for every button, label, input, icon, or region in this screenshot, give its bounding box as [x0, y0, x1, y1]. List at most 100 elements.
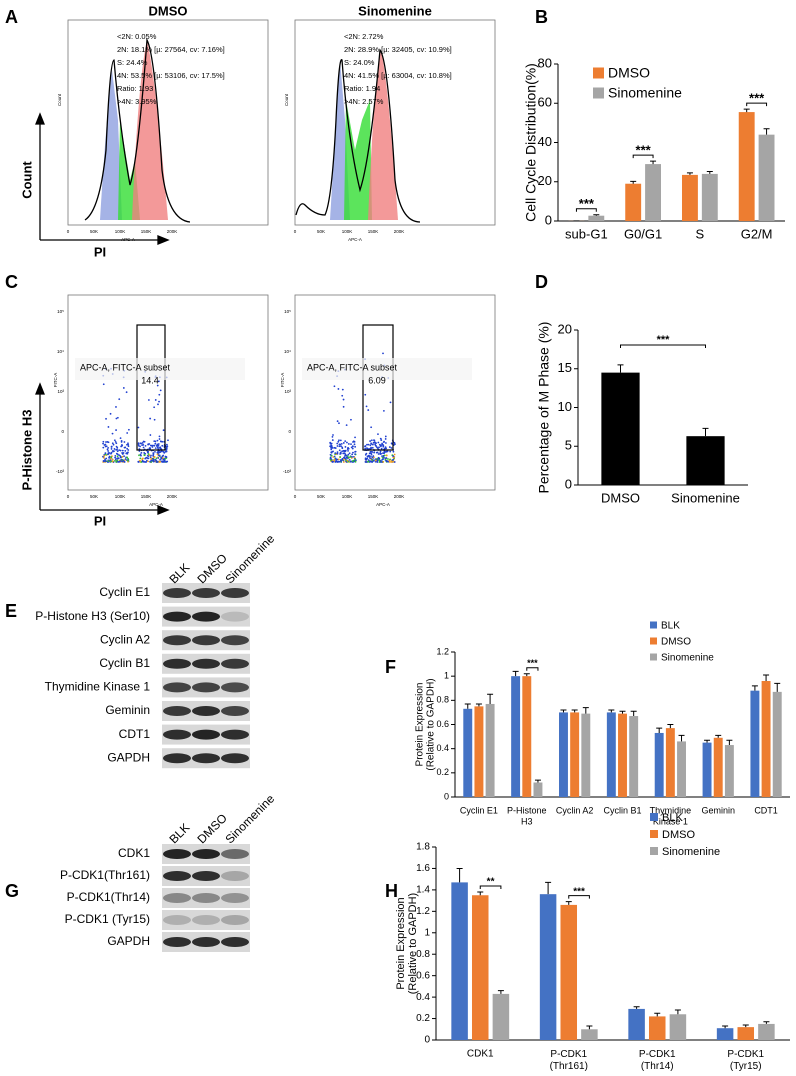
dot	[111, 432, 114, 435]
band	[221, 915, 249, 925]
error-bar	[722, 1025, 729, 1029]
legend-label: BLK	[661, 621, 680, 632]
dot	[151, 446, 154, 448]
dot	[147, 399, 150, 401]
band	[163, 915, 191, 925]
band	[163, 937, 191, 947]
band	[221, 635, 249, 646]
y-axis-label: Protein Expression(Relative to GAPDH)	[414, 678, 436, 770]
axis-title-small: FITC-A	[53, 373, 58, 388]
dot	[165, 460, 168, 463]
dot	[118, 461, 120, 463]
dot	[124, 449, 127, 452]
error-bar	[582, 707, 589, 714]
dot	[330, 445, 333, 447]
dot	[149, 460, 151, 463]
dot	[339, 456, 342, 458]
dot	[153, 440, 156, 443]
dot	[353, 440, 356, 443]
dot	[107, 446, 110, 449]
dot	[110, 446, 113, 448]
dot	[348, 458, 351, 461]
dot	[154, 459, 157, 461]
x-tick-label: 100K	[115, 229, 126, 234]
bar	[492, 993, 510, 1040]
dot	[382, 458, 385, 460]
blots	[162, 583, 250, 952]
dot	[116, 448, 118, 451]
dot	[370, 426, 373, 429]
sig-label: ***	[749, 91, 765, 106]
legend-label: DMSO	[661, 637, 691, 648]
dot	[380, 447, 383, 450]
dot	[115, 461, 118, 463]
dot	[114, 455, 117, 457]
y-tick-label: 0	[61, 429, 64, 434]
dot	[153, 456, 155, 459]
stat-line: S: 24.4%	[117, 58, 148, 67]
x-tick-label: 100K	[115, 494, 126, 499]
y-tick-label: 1.8	[416, 842, 430, 853]
band	[192, 588, 220, 598]
dot	[384, 438, 387, 440]
bar	[686, 436, 725, 485]
legend-swatch	[593, 67, 604, 79]
dot	[342, 405, 345, 408]
dot	[158, 446, 161, 449]
bar	[677, 741, 686, 797]
panel-label: D	[535, 272, 548, 292]
x-tick-label: 0	[294, 229, 297, 234]
bar	[471, 895, 489, 1040]
band	[192, 706, 220, 716]
dot	[392, 450, 395, 453]
dot	[342, 442, 345, 444]
dot	[383, 454, 386, 457]
dot	[126, 459, 129, 462]
dot	[155, 457, 158, 460]
dot	[330, 451, 333, 454]
dot	[369, 440, 372, 442]
y-tick-label: 0.6	[436, 719, 449, 729]
bar	[522, 676, 532, 797]
dot	[347, 449, 349, 452]
dot	[149, 444, 152, 447]
dot	[114, 456, 117, 459]
dot	[154, 447, 157, 450]
dot	[368, 452, 371, 455]
dot	[374, 441, 377, 444]
x-tick-label: 150K	[141, 494, 152, 499]
lane-label: DMSO	[194, 551, 229, 586]
dot	[343, 458, 345, 461]
error-bar	[702, 427, 709, 437]
dot	[137, 426, 140, 429]
dot	[167, 439, 169, 442]
dot	[329, 453, 332, 456]
dot	[111, 460, 114, 463]
dot	[378, 459, 381, 461]
error-bar	[534, 779, 541, 783]
y-tick-label: 0	[565, 476, 572, 491]
dot	[162, 458, 165, 461]
band	[163, 682, 191, 693]
dot	[141, 457, 144, 460]
dot	[109, 412, 112, 415]
dot	[123, 455, 125, 458]
dot	[157, 457, 160, 459]
dot	[381, 442, 384, 445]
dot	[107, 452, 110, 455]
dot	[157, 444, 160, 447]
x-tick-label: P-CDK1 (Thr161)	[550, 1049, 588, 1072]
dot	[126, 432, 129, 434]
bar	[665, 728, 675, 797]
dot	[354, 450, 356, 453]
axis-label: PI	[94, 513, 106, 528]
bar	[669, 1014, 687, 1040]
band	[221, 706, 249, 716]
dot	[106, 441, 109, 443]
error-bar	[565, 901, 572, 905]
dot	[333, 446, 336, 449]
bar	[772, 691, 782, 797]
x-tick-label: 50K	[317, 229, 325, 234]
stat-line: >4N: 3.95%	[117, 97, 157, 106]
error-bar	[743, 108, 750, 113]
